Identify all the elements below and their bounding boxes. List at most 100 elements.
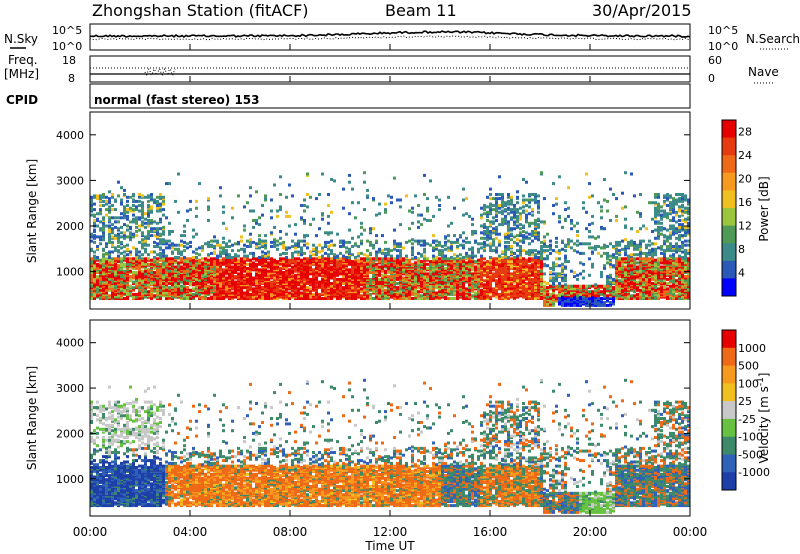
heatmap-cell (159, 202, 162, 206)
heatmap-cell (462, 243, 465, 247)
heatmap-cell (396, 273, 399, 277)
heatmap-cell (429, 284, 432, 288)
heatmap-cell (537, 280, 540, 284)
heatmap-cell (393, 257, 396, 261)
heatmap-cell (531, 213, 534, 217)
heatmap-cell (135, 282, 138, 285)
heatmap-cell (285, 232, 288, 236)
heatmap-cell (297, 275, 300, 279)
heatmap-cell (516, 238, 519, 242)
heatmap-cell (216, 243, 219, 247)
heatmap-cell (183, 256, 186, 259)
heatmap-cell (150, 275, 153, 279)
heatmap-cell (261, 250, 264, 254)
heatmap-cell (303, 243, 306, 247)
heatmap-cell (141, 231, 144, 235)
heatmap-cell (168, 221, 171, 225)
heatmap-cell (291, 254, 294, 258)
heatmap-cell (147, 268, 150, 272)
heatmap-cell (411, 251, 414, 255)
heatmap-cell (240, 239, 243, 243)
heatmap-cell (291, 251, 294, 255)
heatmap-cell (288, 277, 291, 281)
heatmap-cell (177, 247, 180, 251)
heatmap-cell (270, 257, 273, 261)
heatmap-cell (108, 210, 111, 214)
heatmap-cell (387, 275, 390, 279)
heatmap-cell (294, 232, 297, 236)
heatmap-cell (288, 294, 291, 298)
heatmap-cell (366, 249, 369, 253)
heatmap-cell (408, 239, 411, 243)
heatmap-cell (222, 210, 225, 214)
heatmap-cell (294, 264, 297, 268)
heatmap-cell (120, 212, 123, 216)
heatmap-cell (117, 276, 120, 280)
heatmap-cell (465, 212, 468, 216)
heatmap-cell (279, 242, 282, 246)
station-title: Zhongshan Station (fitACF) (92, 1, 309, 20)
heatmap-cell (171, 286, 174, 290)
heatmap-cell (513, 284, 516, 288)
heatmap-cell (315, 273, 318, 277)
heatmap-cell (216, 258, 219, 262)
heatmap-cell (129, 206, 132, 210)
heatmap-cell (138, 224, 141, 228)
heatmap-cell (324, 291, 327, 295)
heatmap-cell (126, 292, 129, 296)
heatmap-cell (210, 295, 213, 299)
heatmap-cell (189, 245, 192, 248)
heatmap-cell (108, 234, 111, 238)
heatmap-cell (153, 260, 156, 264)
heatmap-cell (465, 197, 468, 201)
heatmap-cell (123, 223, 126, 227)
heatmap-cell (534, 227, 537, 231)
heatmap-cell (519, 234, 522, 238)
heatmap-cell (279, 279, 282, 283)
heatmap-cell (411, 246, 414, 250)
heatmap-cell (228, 253, 231, 257)
heatmap-cell (378, 277, 381, 281)
heatmap-cell (207, 258, 210, 262)
heatmap-cell (351, 245, 354, 248)
heatmap-cell (237, 254, 240, 258)
heatmap-cell (162, 202, 165, 206)
heatmap-cell (282, 240, 285, 244)
heatmap-cell (150, 230, 153, 233)
heatmap-cell (105, 291, 108, 295)
heatmap-cell (399, 254, 402, 258)
heatmap-cell (486, 260, 489, 264)
heatmap-cell (153, 250, 156, 254)
heatmap-cell (126, 276, 129, 280)
heatmap-cell (282, 257, 285, 261)
heatmap-cell (474, 230, 477, 233)
freq-left-label-1: Freq. (8, 53, 38, 67)
heatmap-cell (165, 246, 168, 250)
heatmap-cell (123, 236, 126, 240)
heatmap-cell (462, 246, 465, 250)
heatmap-cell (444, 254, 447, 258)
heatmap-cell (132, 271, 135, 274)
heatmap-cell (486, 280, 489, 284)
heatmap-cell (159, 279, 162, 283)
heatmap-cell (252, 209, 255, 213)
heatmap-cell (312, 217, 315, 221)
heatmap-cell (495, 295, 498, 299)
heatmap-cell (243, 257, 246, 261)
heatmap-cell (471, 294, 474, 298)
heatmap-cell (183, 249, 186, 253)
heatmap-cell (93, 254, 96, 258)
heatmap-cell (483, 204, 486, 207)
heatmap-cell (486, 243, 489, 247)
heatmap-cell (498, 193, 501, 196)
heatmap-cell (144, 225, 147, 229)
heatmap-cell (279, 236, 282, 240)
heatmap-cell (378, 280, 381, 284)
heatmap-cell (483, 223, 486, 227)
heatmap-cell (522, 234, 525, 238)
heatmap-cell (399, 249, 402, 253)
heatmap-cell (288, 224, 291, 228)
heatmap-cell (234, 253, 237, 257)
heatmap-cell (273, 242, 276, 246)
heatmap-cell (492, 261, 495, 265)
